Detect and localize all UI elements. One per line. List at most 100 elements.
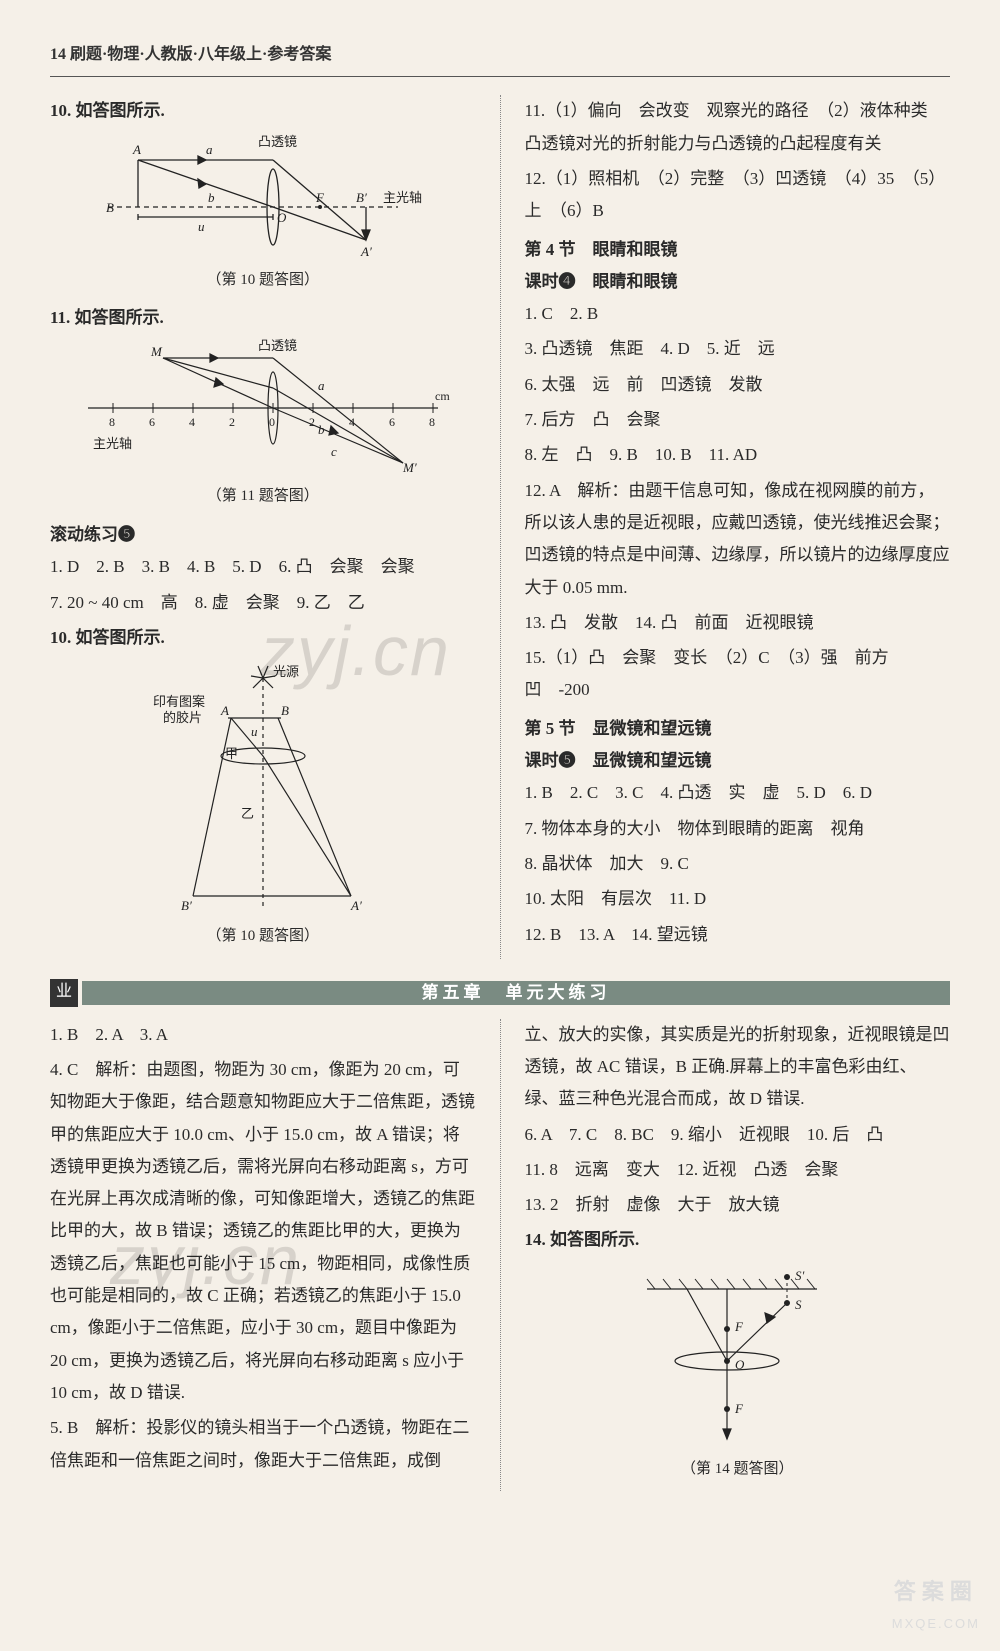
bl-l1: 1. B 2. A 3. A <box>50 1019 476 1051</box>
svg-text:凸透镜: 凸透镜 <box>258 134 297 149</box>
rolling-line-1: 1. D 2. B 3. B 4. B 5. D 6. 凸 会聚 会聚 <box>50 551 476 583</box>
svg-text:4: 4 <box>189 415 195 429</box>
br-r4: 13. 2 折射 虚像 大于 放大镜 <box>525 1189 951 1221</box>
svg-text:B′: B′ <box>181 898 192 913</box>
bottom-right-column: 立、放大的实像，其实质是光的折射现象，近视眼镜是凹透镜，故 AC 错误，B 正确… <box>525 1019 951 1492</box>
chapter-banner: 业 第五章 单元大练习 <box>50 979 950 1007</box>
svg-text:2: 2 <box>309 415 315 429</box>
svg-text:M′: M′ <box>402 460 417 475</box>
bottom-left-column: 1. B 2. A 3. A 4. C 解析：由题图，物距为 30 cm，像距为… <box>50 1019 476 1492</box>
svg-text:的胶片: 的胶片 <box>163 710 202 725</box>
diagram-11: 8 6 4 2 0 2 4 6 8 cm M M′ a b c 凸透镜 主光轴 <box>50 338 476 478</box>
svg-text:O: O <box>735 1357 745 1372</box>
bottom-columns: 1. B 2. A 3. A 4. C 解析：由题图，物距为 30 cm，像距为… <box>50 1019 950 1492</box>
s5-l5: 12. B 13. A 14. 望远镜 <box>525 919 951 951</box>
svg-text:S: S <box>795 1297 802 1312</box>
svg-text:B: B <box>281 703 289 718</box>
sec4-title: 第 4 节 眼睛和眼镜 <box>525 234 951 266</box>
svg-text:B′: B′ <box>356 190 367 205</box>
svg-text:b: b <box>208 190 215 205</box>
svg-text:S′: S′ <box>795 1268 805 1283</box>
s4-l3: 6. 太强 远 前 凹透镜 发散 <box>525 369 951 401</box>
s5-l3: 8. 晶状体 加大 9. C <box>525 848 951 880</box>
svg-text:b: b <box>318 422 325 437</box>
svg-text:A′: A′ <box>350 898 362 913</box>
s5-l1: 1. B 2. C 3. C 4. 凸透 实 虚 5. D 6. D <box>525 777 951 809</box>
rolling-line-3: 10. 如答图所示. <box>50 622 476 654</box>
br-r5: 14. 如答图所示. <box>525 1224 951 1256</box>
svg-text:4: 4 <box>349 415 355 429</box>
page-header: 14 刷题·物理·人教版·八年级上·参考答案 <box>50 40 950 70</box>
br-r2: 6. A 7. C 8. BC 9. 缩小 近视眼 10. 后 凸 <box>525 1119 951 1151</box>
svg-text:M: M <box>150 344 163 359</box>
banner-icon: 业 <box>50 979 78 1007</box>
svg-text:印有图案: 印有图案 <box>153 694 205 709</box>
s5-l2: 7. 物体本身的大小 物体到眼睛的距离 视角 <box>525 813 951 845</box>
q10-title: 10. 如答图所示. <box>50 95 476 127</box>
svg-text:6: 6 <box>389 415 395 429</box>
diagram-r10: 光源 印有图案 的胶片 A B u 甲 乙 B′ A′ <box>50 658 476 918</box>
svg-text:cm: cm <box>435 389 450 403</box>
s4-l6: 12. A 解析：由题干信息可知，像成在视网膜的前方，所以该人患的是近视眼，应戴… <box>525 475 951 604</box>
right-column: 11.（1）偏向 会改变 观察光的路径 （2）液体种类 凸透镜对光的折射能力与凸… <box>525 95 951 958</box>
header-rule <box>50 76 950 77</box>
svg-text:甲: 甲 <box>225 746 238 761</box>
column-divider-bottom <box>500 1019 501 1492</box>
footer-cn: 答案圈 <box>892 1571 980 1613</box>
s4-l1: 1. C 2. B <box>525 298 951 330</box>
q10-caption: （第 10 题答图） <box>50 266 476 295</box>
svg-text:8: 8 <box>429 415 435 429</box>
bl-l3: 5. B 解析：投影仪的镜头相当于一个凸透镜，物距在二倍焦距和一倍焦距之间时，像… <box>50 1412 476 1477</box>
rolling-title: 滚动练习❺ <box>50 519 476 551</box>
top-columns: 10. 如答图所示. <box>50 95 950 958</box>
footer-url: MXQE.COM <box>892 1612 980 1637</box>
column-divider-top <box>500 95 501 958</box>
svg-text:主光轴: 主光轴 <box>383 190 422 205</box>
svg-text:凸透镜: 凸透镜 <box>258 338 297 353</box>
svg-text:8: 8 <box>109 415 115 429</box>
br-caption: （第 14 题答图） <box>525 1455 951 1484</box>
rolling-line-2: 7. 20 ~ 40 cm 高 8. 虚 会聚 9. 乙 乙 <box>50 587 476 619</box>
sec5-title: 第 5 节 显微镜和望远镜 <box>525 713 951 745</box>
s4-l4: 7. 后方 凸 会聚 <box>525 404 951 436</box>
diagram-10: A B a b u O F B′ A′ 凸透镜 主光轴 <box>50 132 476 262</box>
svg-text:a: a <box>318 378 325 393</box>
svg-text:F: F <box>315 190 325 205</box>
svg-text:6: 6 <box>149 415 155 429</box>
svg-text:B: B <box>106 200 114 215</box>
r-q11: 11.（1）偏向 会改变 观察光的路径 （2）液体种类 凸透镜对光的折射能力与凸… <box>525 95 951 160</box>
bl-l2: 4. C 解析：由题图，物距为 30 cm，像距为 20 cm，可知物距大于像距… <box>50 1054 476 1409</box>
svg-text:u: u <box>251 724 258 739</box>
br-r3: 11. 8 远离 变大 12. 近视 凸透 会聚 <box>525 1154 951 1186</box>
svg-text:c: c <box>331 444 337 459</box>
q11-title: 11. 如答图所示. <box>50 302 476 334</box>
svg-text:A: A <box>132 142 141 157</box>
s4-l7: 13. 凸 发散 14. 凸 前面 近视眼镜 <box>525 607 951 639</box>
svg-text:2: 2 <box>229 415 235 429</box>
banner-title: 第五章 单元大练习 <box>82 981 950 1005</box>
br-r1: 立、放大的实像，其实质是光的折射现象，近视眼镜是凹透镜，故 AC 错误，B 正确… <box>525 1019 951 1116</box>
footer-logo: 答案圈 MXQE.COM <box>892 1571 980 1637</box>
s4-l8: 15.（1）凸 会聚 变长 （2）C （3）强 前方 凹 -200 <box>525 642 951 707</box>
svg-text:主光轴: 主光轴 <box>93 436 132 451</box>
diagram-14: S′ S F O F <box>525 1261 951 1451</box>
r10-caption: （第 10 题答图） <box>50 922 476 951</box>
sec5-sub: 课时❺ 显微镜和望远镜 <box>525 745 951 777</box>
left-column: 10. 如答图所示. <box>50 95 476 958</box>
q11-caption: （第 11 题答图） <box>50 482 476 511</box>
svg-text:u: u <box>198 219 205 234</box>
s4-l2: 3. 凸透镜 焦距 4. D 5. 近 远 <box>525 333 951 365</box>
svg-text:a: a <box>206 142 213 157</box>
svg-text:0: 0 <box>269 415 275 429</box>
s5-l4: 10. 太阳 有层次 11. D <box>525 883 951 915</box>
r-q12: 12.（1）照相机 （2）完整 （3）凹透镜 （4）35 （5）上 （6）B <box>525 163 951 228</box>
svg-text:F: F <box>734 1319 744 1334</box>
svg-text:光源: 光源 <box>273 664 299 679</box>
svg-text:乙: 乙 <box>241 806 254 821</box>
sec4-sub: 课时❹ 眼睛和眼镜 <box>525 266 951 298</box>
s4-l5: 8. 左 凸 9. B 10. B 11. AD <box>525 439 951 471</box>
svg-text:A′: A′ <box>360 244 372 259</box>
svg-text:O: O <box>277 210 287 225</box>
svg-text:F: F <box>734 1401 744 1416</box>
svg-text:A: A <box>220 703 229 718</box>
